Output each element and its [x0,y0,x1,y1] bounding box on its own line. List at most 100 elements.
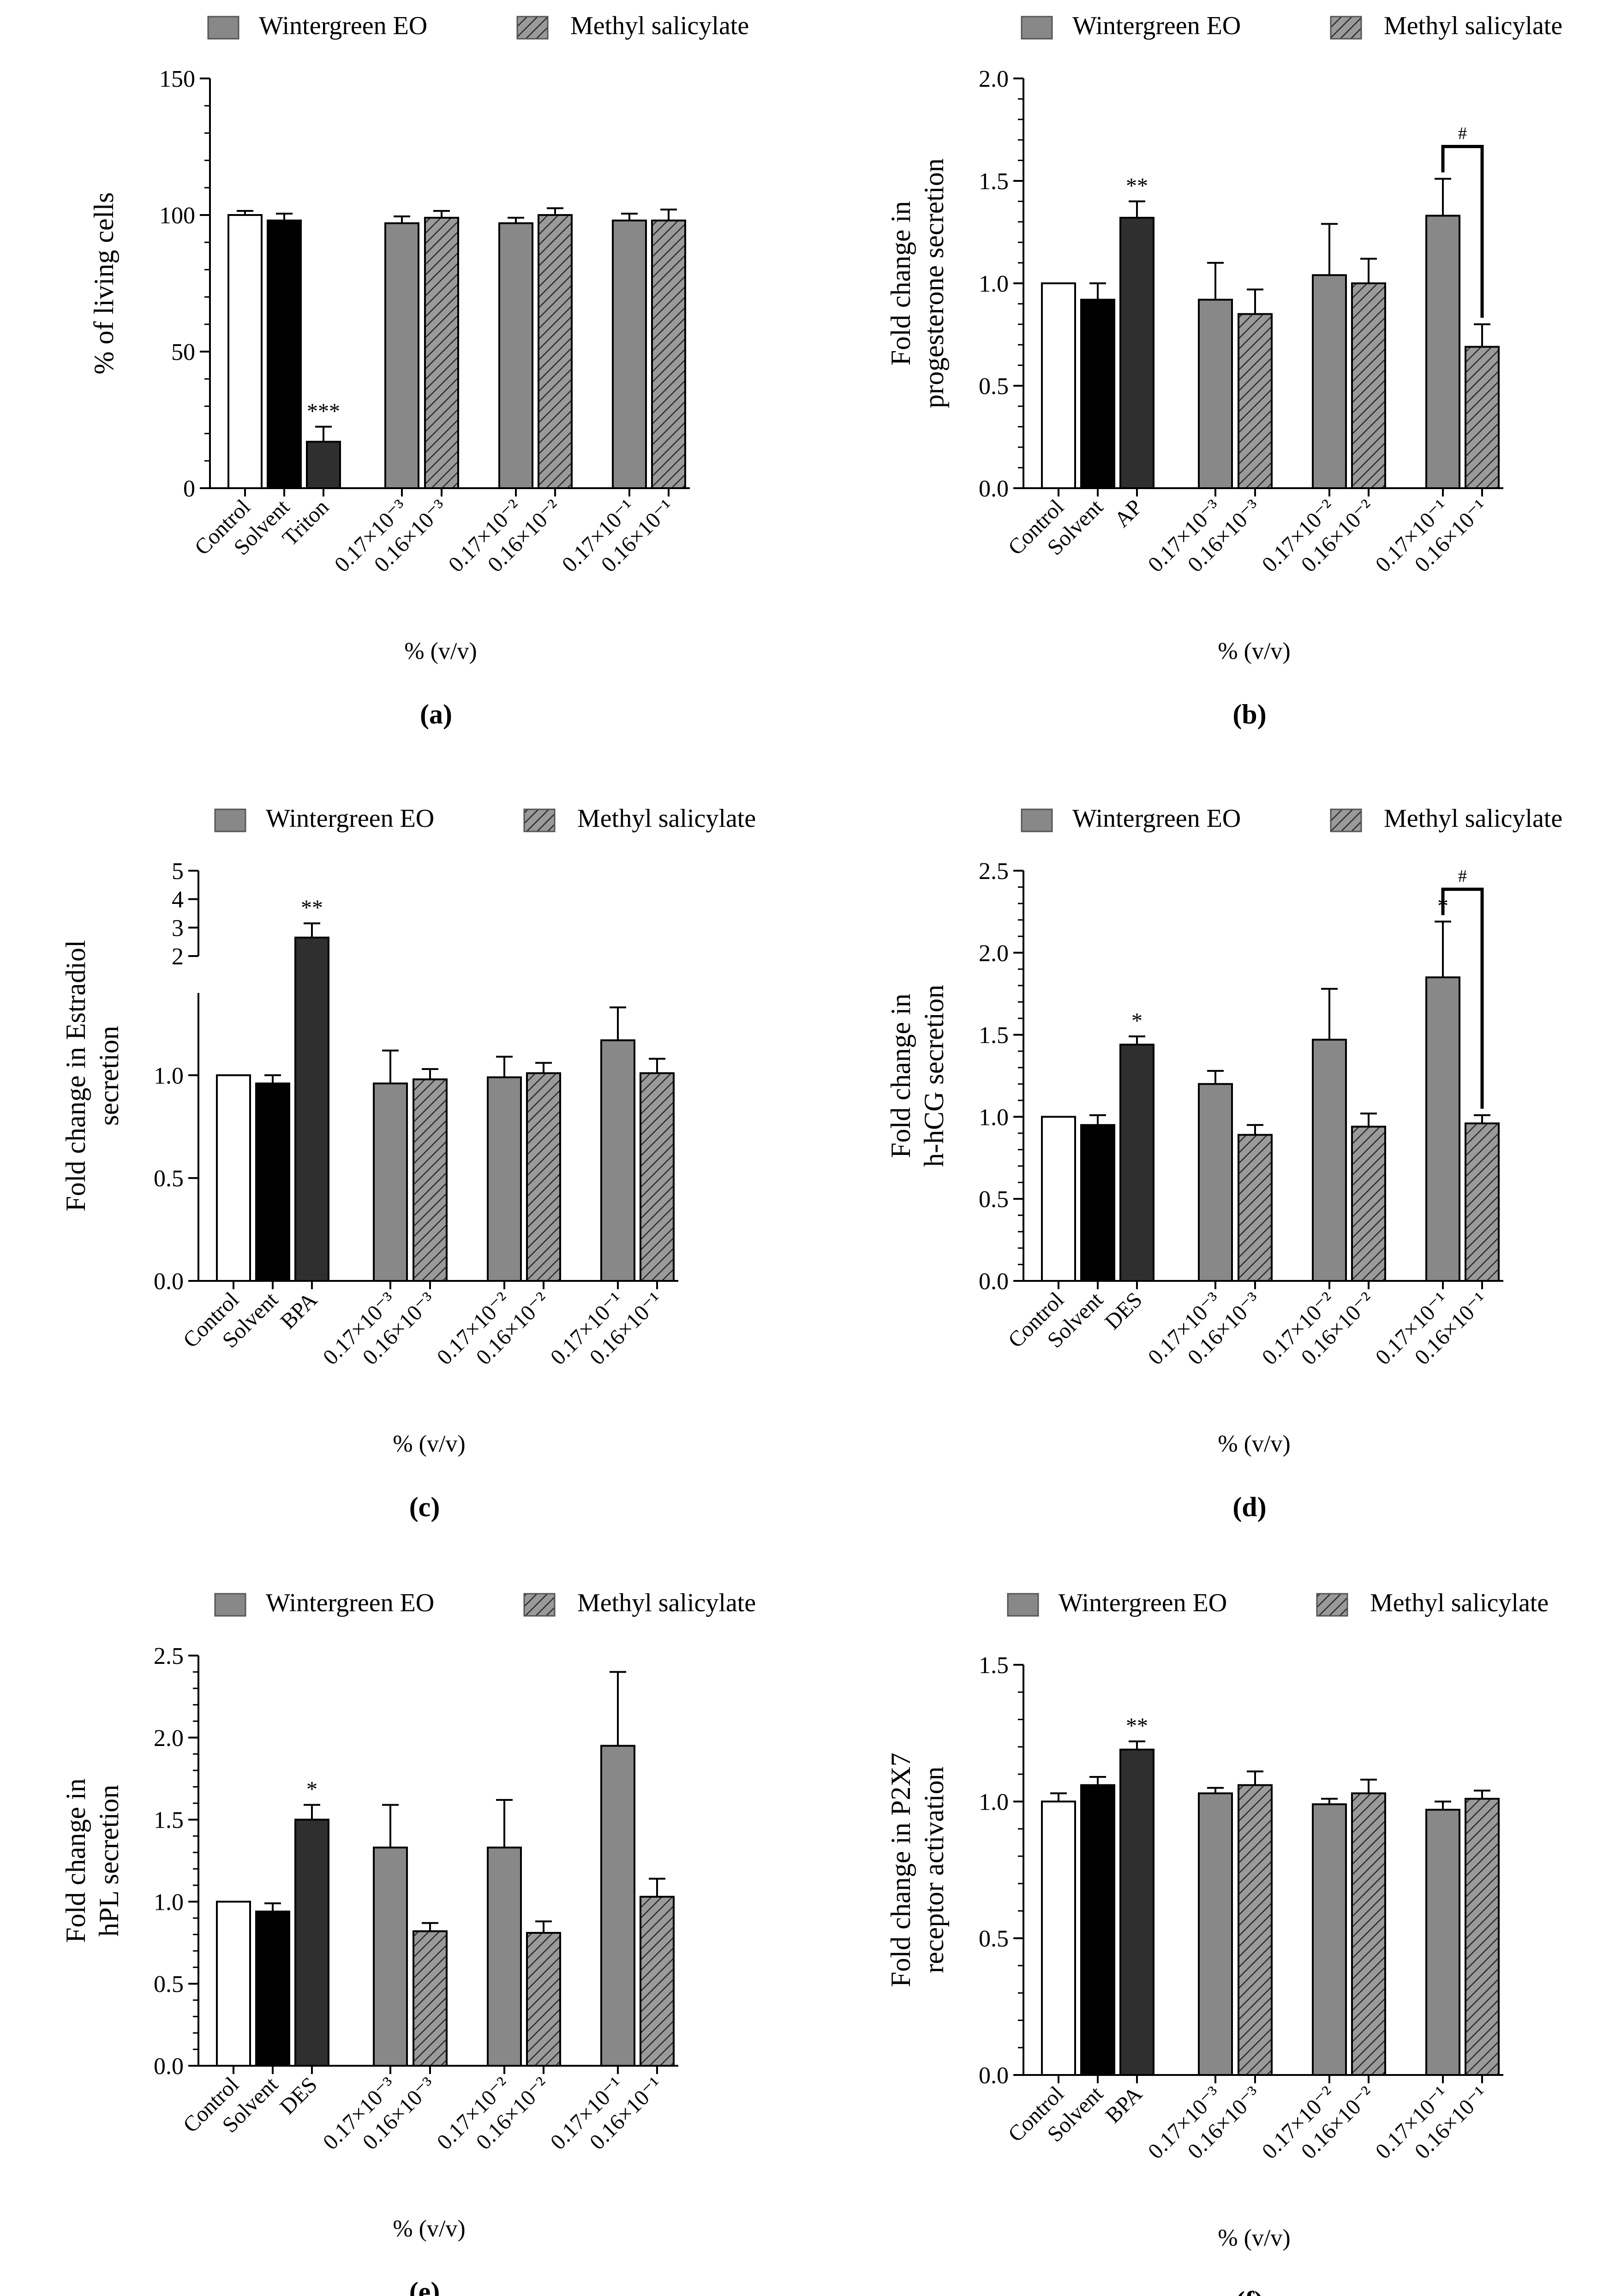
y-axis-label: Fold change in P2X7 [885,1752,916,1987]
y-axis-label: Fold change in Estradiol [60,940,91,1211]
y-axis-label: secretion [94,1026,124,1126]
bar-2 [1080,1784,1115,2076]
x-axis-label: % (v/v) [1218,1431,1290,1457]
panel-label: (f) [1236,2286,1263,2296]
y-axis-label: receptor activation [919,1766,949,1973]
y-tick-label: 2.0 [979,940,1009,967]
bar-1 [227,214,263,489]
legend-swatch-wintergreen [214,808,246,832]
bar-7 [1351,1792,1386,2076]
bar-6 [1312,1803,1347,2076]
y-axis-label: % of living cells [89,192,119,375]
legend-label-wintergreen: Wintergreen EO [1072,804,1241,833]
legend-label-wintergreen: Wintergreen EO [266,804,434,833]
x-tick-label: BPA [1101,2081,1147,2128]
bar-8 [1425,1809,1460,2076]
bar-3 [294,1818,329,2067]
bar-8 [1425,976,1460,1282]
y-tick-label: 0.0 [154,2053,184,2080]
panel-label: (c) [409,1492,440,1522]
bar-9 [640,1072,675,1282]
y-tick-label: 2.0 [979,66,1009,92]
bar-8 [1425,215,1460,490]
x-tick-label: Triton [278,495,334,550]
bar-3 [294,936,329,1282]
y-tick-label: 0.0 [979,2063,1009,2089]
chart-panel-a: Wintergreen EO Methyl salicylate 0 50 100 150… [89,12,749,729]
bar-4 [373,1847,408,2067]
legend-label-methyl: Methyl salicylate [570,12,749,40]
bar-9 [1465,1122,1500,1282]
legend-swatch-wintergreen [207,16,239,40]
y-tick-label: 0.5 [979,1926,1009,1952]
y-tick-label: 2.5 [979,858,1009,885]
y-tick-label: 1.5 [979,168,1009,195]
bar-6 [1312,1039,1347,1282]
y-tick-label: 1.5 [154,1807,184,1834]
y-tick-label: 1.0 [154,1889,184,1915]
significance-marker: ** [1126,173,1148,198]
y-tick-label: 2.0 [154,1725,184,1752]
panel-label: (b) [1232,699,1266,729]
y-tick-label: 0.0 [154,1268,184,1295]
x-tick-label: DES [1100,1287,1147,1334]
y-tick-label: 150 [159,66,195,92]
bar-7 [538,214,573,489]
y-axis-label: progesterone secretion [919,158,949,408]
bar-5 [1238,1784,1273,2076]
bar-3 [1119,216,1154,490]
bar-5 [1238,1134,1273,1282]
bar-1 [1041,1116,1076,1282]
y-tick-label: 0.5 [979,373,1009,400]
bar-9 [640,1895,675,2067]
bar-8 [600,1039,635,1282]
panel-label: (e) [409,2277,440,2296]
legend-label-wintergreen: Wintergreen EO [266,1589,434,1617]
y-tick-label: 1.5 [979,1652,1009,1679]
y-tick-label: 0.5 [154,1166,184,1192]
y-tick-label: 100 [159,203,195,229]
panel-label: (a) [420,699,452,729]
x-tick-label: BPA [275,1287,322,1334]
bar-7 [526,1931,561,2067]
legend-label-wintergreen: Wintergreen EO [1072,12,1241,40]
bar-3 [1119,1043,1154,1282]
bar-6 [487,1076,522,1282]
x-axis-label: % (v/v) [1218,638,1290,664]
bar-2 [1080,1124,1115,1282]
y-tick-label: 1.0 [154,1063,184,1089]
y-tick-label: 1.0 [979,1789,1009,1815]
bar-8 [612,219,647,489]
legend-swatch-wintergreen [1021,808,1053,832]
legend-label-methyl: Methyl salicylate [1370,1589,1549,1617]
x-tick-label: AP [1110,495,1147,532]
y-tick-label: 5 [172,858,184,885]
bar-1 [216,1901,251,2067]
x-axis-label: % (v/v) [393,2216,465,2242]
legend-swatch-wintergreen [1021,16,1053,40]
bar-9 [651,219,686,489]
significance-marker: * [1131,1009,1142,1033]
bar-4 [1198,1792,1233,2076]
y-tick-label: 3 [172,915,184,941]
y-axis-label: Fold change in [885,993,916,1158]
chart-panel-e: Wintergreen EO Methyl salicylate 0.0 0.5 1.0… [60,1589,756,2296]
y-axis-label: Fold change in [885,201,916,366]
significance-marker: *** [307,399,340,424]
legend-swatch-methyl [1316,1593,1348,1617]
y-tick-label: 2 [172,944,184,970]
bar-7 [526,1072,561,1282]
y-tick-label: 0 [183,476,195,502]
y-axis-label: hPL secretion [94,1785,124,1937]
legend-swatch-methyl [1330,808,1362,832]
legend-label-wintergreen: Wintergreen EO [1059,1589,1227,1617]
bar-3 [306,441,341,489]
bar-1 [1041,1800,1076,2076]
y-tick-label: 1.0 [979,271,1009,297]
bracket-marker: # [1458,867,1467,886]
x-tick-label: DES [275,2072,322,2119]
y-tick-label: 0.0 [979,476,1009,502]
bracket-marker: # [1458,124,1467,144]
chart-panel-f: Wintergreen EO Methyl salicylate 0.0 0.5 1.0… [885,1589,1549,2296]
y-axis-label: Fold change in [60,1778,91,1943]
